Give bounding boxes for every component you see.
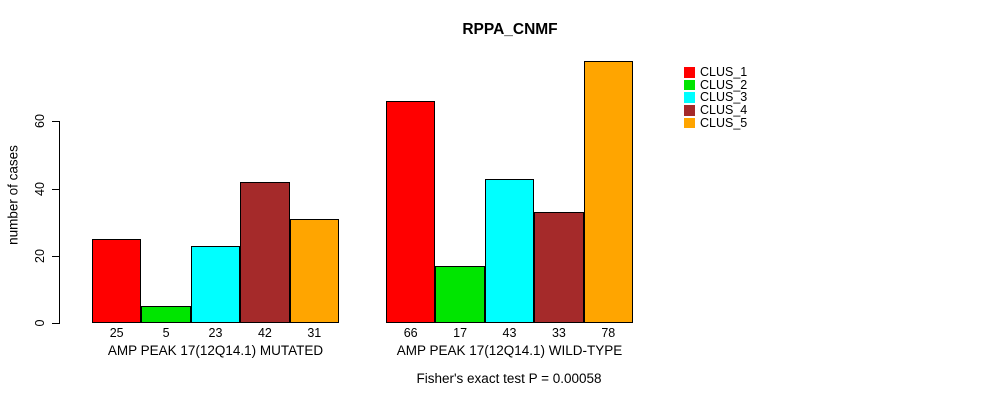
legend-swatch [684,117,695,129]
legend-swatch [684,67,695,78]
y-axis-line [59,121,60,324]
group-label: AMP PEAK 17(12Q14.1) WILD-TYPE [396,343,623,358]
bar-value-label: 33 [551,326,566,340]
y-tick-label: 60 [33,114,47,129]
chart-title: RPPA_CNMF [462,21,558,38]
legend-item-clus_4: CLUS_4 [684,104,747,117]
bar-clus_2 [435,265,485,323]
bar-value-label: 31 [307,326,322,340]
legend-swatch [684,105,695,116]
legend-swatch [684,79,695,91]
bar-value-label: 43 [502,326,517,340]
bar-value-label: 42 [257,326,272,340]
bar-clus_3 [484,178,535,323]
legend-item-label: CLUS_5 [700,115,748,130]
legend-item-clus_1: CLUS_1 [684,66,747,79]
group-label: AMP PEAK 17(12Q14.1) MUTATED [107,343,324,358]
bar-clus_1 [386,101,436,323]
legend-item-clus_2: CLUS_2 [684,77,748,92]
y-tick [52,255,59,257]
annotation-text: Fisher's exact test P = 0.00058 [416,371,602,386]
y-tick-label: 40 [33,181,47,196]
legend-swatch [684,92,695,103]
bar-value-label: 66 [403,326,418,340]
legend-item-label: CLUS_3 [700,90,748,105]
bar-clus_4 [240,181,290,323]
y-tick [52,323,59,324]
bar-clus_5 [289,218,339,323]
legend: CLUS_1 CLUS_2 CLUS_3 CLUS_4 CLUS_5 [684,66,747,129]
bar-value-label: 25 [109,326,124,340]
bar-value-label: 5 [162,326,170,340]
legend-item-clus_5: CLUS_5 [684,117,747,130]
bar-clus_2 [141,306,191,323]
legend-item-label: CLUS_4 [700,103,748,118]
legend-item-clus_3: CLUS_3 [684,91,747,104]
y-tick-label: 0 [33,319,47,327]
bar-clus_3 [190,245,241,323]
y-tick-label: 20 [33,248,47,263]
bar-clus_4 [534,212,584,323]
legend-item-label: CLUS_1 [700,65,748,79]
bar-clus_5 [583,60,633,323]
y-tick [52,188,59,190]
bar-value-label: 78 [601,326,616,340]
y-axis-label: number of cases [5,145,21,245]
bar-clus_1 [92,239,142,323]
bar-value-label: 17 [453,326,468,340]
y-tick [52,121,59,123]
legend-item-label: CLUS_2 [700,77,748,92]
bar-value-label: 23 [208,326,223,340]
